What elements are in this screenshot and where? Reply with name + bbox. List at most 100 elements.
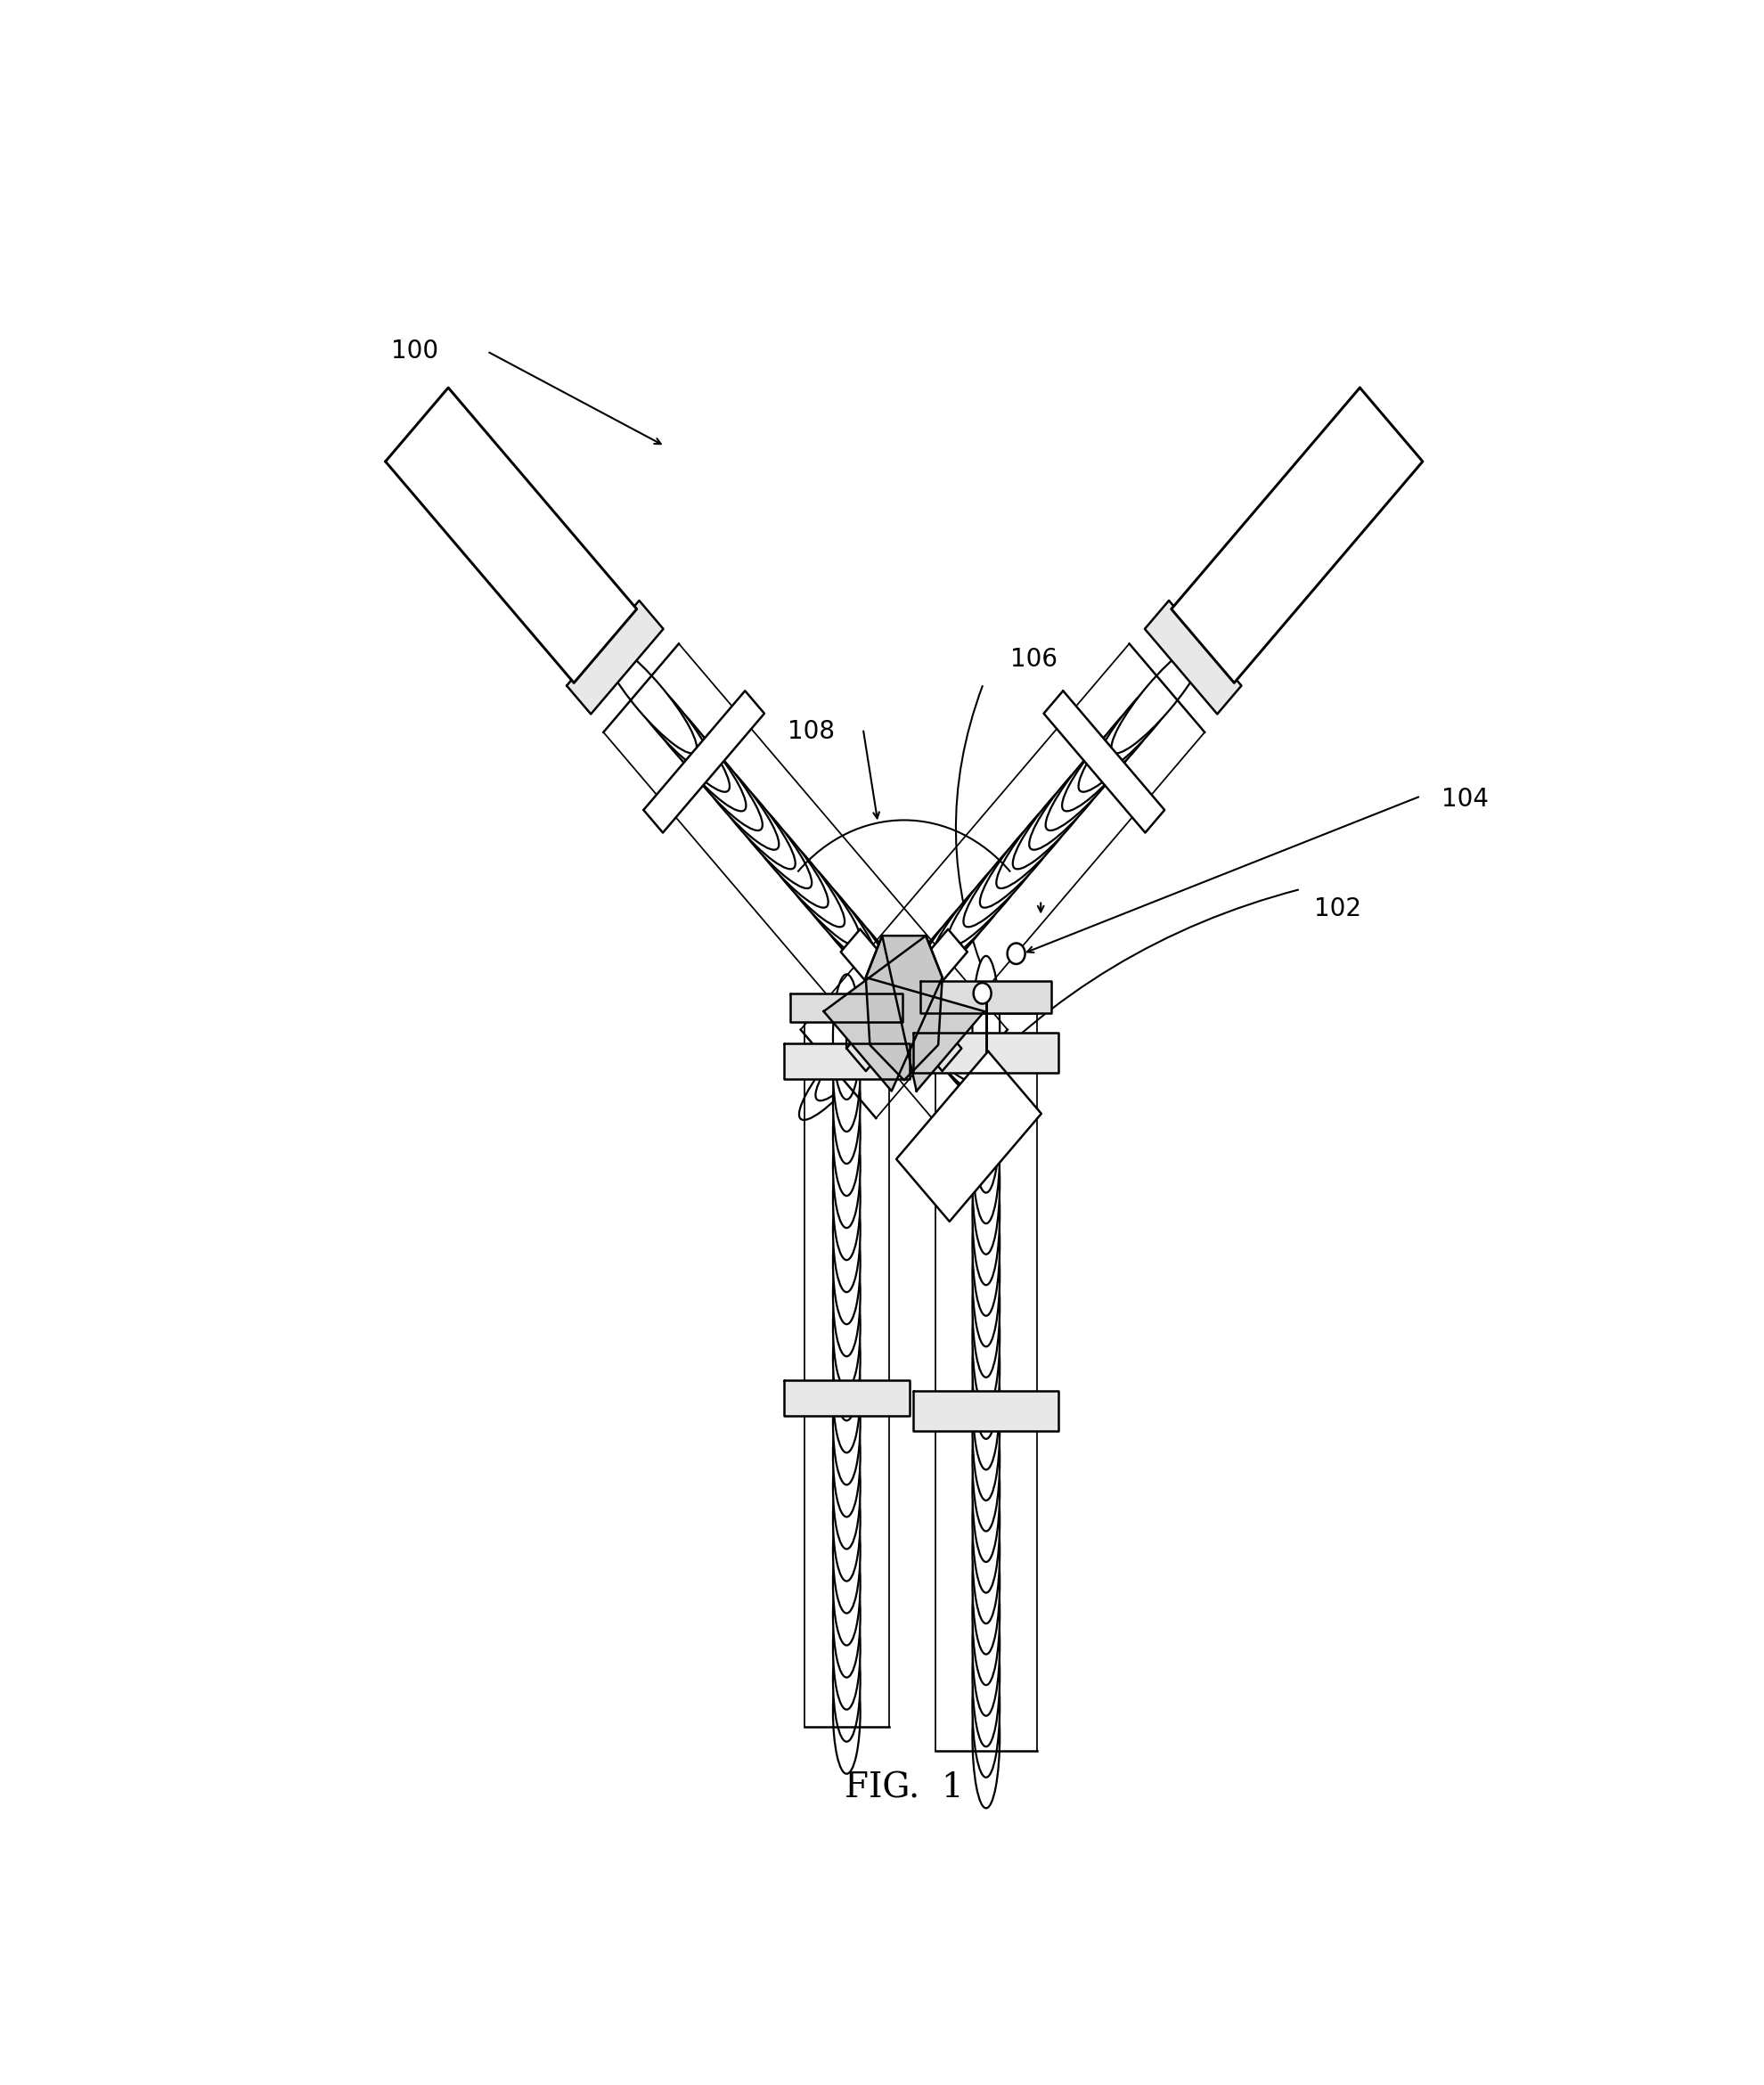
Ellipse shape	[833, 1520, 861, 1645]
Ellipse shape	[700, 757, 796, 869]
Ellipse shape	[972, 1510, 1000, 1653]
Ellipse shape	[833, 1489, 861, 1614]
Ellipse shape	[766, 834, 861, 947]
Ellipse shape	[833, 1359, 861, 1485]
Ellipse shape	[833, 1455, 861, 1580]
Ellipse shape	[848, 932, 944, 1042]
Ellipse shape	[972, 1140, 1000, 1284]
Ellipse shape	[914, 874, 1009, 984]
Ellipse shape	[716, 778, 811, 888]
Ellipse shape	[882, 911, 975, 1024]
Ellipse shape	[972, 1109, 1000, 1255]
Ellipse shape	[972, 1264, 1000, 1407]
Ellipse shape	[972, 1295, 1000, 1439]
Ellipse shape	[972, 1541, 1000, 1685]
Ellipse shape	[972, 1017, 1000, 1161]
Ellipse shape	[833, 1199, 861, 1324]
Polygon shape	[847, 930, 967, 1072]
Ellipse shape	[833, 970, 926, 1082]
Ellipse shape	[833, 1070, 861, 1197]
Ellipse shape	[619, 661, 713, 774]
Polygon shape	[644, 690, 764, 832]
Ellipse shape	[882, 970, 975, 1082]
Ellipse shape	[833, 1103, 861, 1228]
Ellipse shape	[972, 1203, 1000, 1347]
Ellipse shape	[898, 988, 993, 1101]
Ellipse shape	[667, 719, 762, 830]
Ellipse shape	[833, 1585, 861, 1710]
Ellipse shape	[783, 855, 877, 965]
Ellipse shape	[972, 1080, 1000, 1224]
Ellipse shape	[972, 1633, 1000, 1776]
Ellipse shape	[972, 1572, 1000, 1716]
Text: FIG.  1: FIG. 1	[845, 1772, 963, 1806]
Ellipse shape	[972, 1232, 1000, 1378]
Ellipse shape	[833, 911, 926, 1024]
Ellipse shape	[898, 892, 993, 1005]
Ellipse shape	[914, 1009, 1009, 1120]
Polygon shape	[824, 936, 942, 1090]
Ellipse shape	[972, 1049, 1000, 1193]
Ellipse shape	[833, 1551, 861, 1678]
Polygon shape	[822, 1022, 871, 1726]
Ellipse shape	[947, 834, 1043, 947]
Ellipse shape	[963, 815, 1058, 928]
Text: 106: 106	[1011, 646, 1058, 671]
Ellipse shape	[602, 642, 697, 753]
Ellipse shape	[972, 1355, 1000, 1501]
Ellipse shape	[1028, 738, 1124, 851]
Polygon shape	[790, 995, 903, 1022]
Polygon shape	[1171, 388, 1424, 684]
Ellipse shape	[972, 986, 1000, 1132]
Ellipse shape	[1078, 680, 1173, 792]
Ellipse shape	[799, 874, 894, 984]
Polygon shape	[783, 1380, 910, 1416]
Circle shape	[974, 982, 991, 1003]
Ellipse shape	[635, 680, 730, 792]
Ellipse shape	[833, 1264, 861, 1389]
Ellipse shape	[833, 1649, 861, 1774]
Ellipse shape	[799, 1009, 894, 1120]
Ellipse shape	[651, 701, 746, 811]
Ellipse shape	[1062, 701, 1157, 811]
Ellipse shape	[848, 951, 944, 1061]
Ellipse shape	[931, 855, 1025, 965]
Polygon shape	[385, 388, 637, 684]
Ellipse shape	[833, 1616, 861, 1741]
Ellipse shape	[833, 1328, 861, 1453]
Ellipse shape	[833, 1168, 861, 1293]
Ellipse shape	[833, 1230, 861, 1357]
Ellipse shape	[684, 738, 780, 851]
Polygon shape	[866, 936, 984, 1090]
Ellipse shape	[864, 951, 960, 1061]
Ellipse shape	[972, 1418, 1000, 1562]
Ellipse shape	[1013, 757, 1108, 869]
Ellipse shape	[972, 1172, 1000, 1316]
Ellipse shape	[972, 955, 1000, 1101]
Polygon shape	[619, 661, 993, 1101]
Ellipse shape	[833, 1134, 861, 1259]
Ellipse shape	[972, 1601, 1000, 1747]
Text: 104: 104	[1441, 786, 1489, 811]
Polygon shape	[783, 1042, 910, 1078]
Polygon shape	[866, 936, 942, 1080]
Ellipse shape	[734, 796, 829, 907]
Polygon shape	[914, 1391, 1058, 1430]
Ellipse shape	[833, 1295, 861, 1420]
Ellipse shape	[1111, 642, 1207, 753]
Text: 102: 102	[1314, 897, 1362, 922]
Ellipse shape	[833, 974, 861, 1099]
Ellipse shape	[979, 796, 1074, 907]
Ellipse shape	[833, 1391, 861, 1518]
Circle shape	[1007, 942, 1025, 963]
Ellipse shape	[972, 1387, 1000, 1530]
Ellipse shape	[1046, 719, 1141, 830]
Polygon shape	[1044, 690, 1164, 832]
Polygon shape	[914, 1032, 1058, 1074]
Ellipse shape	[815, 988, 910, 1101]
Text: 108: 108	[789, 719, 834, 744]
Ellipse shape	[1095, 661, 1189, 774]
Ellipse shape	[833, 1038, 861, 1163]
Ellipse shape	[750, 815, 845, 928]
Polygon shape	[921, 980, 1051, 1013]
